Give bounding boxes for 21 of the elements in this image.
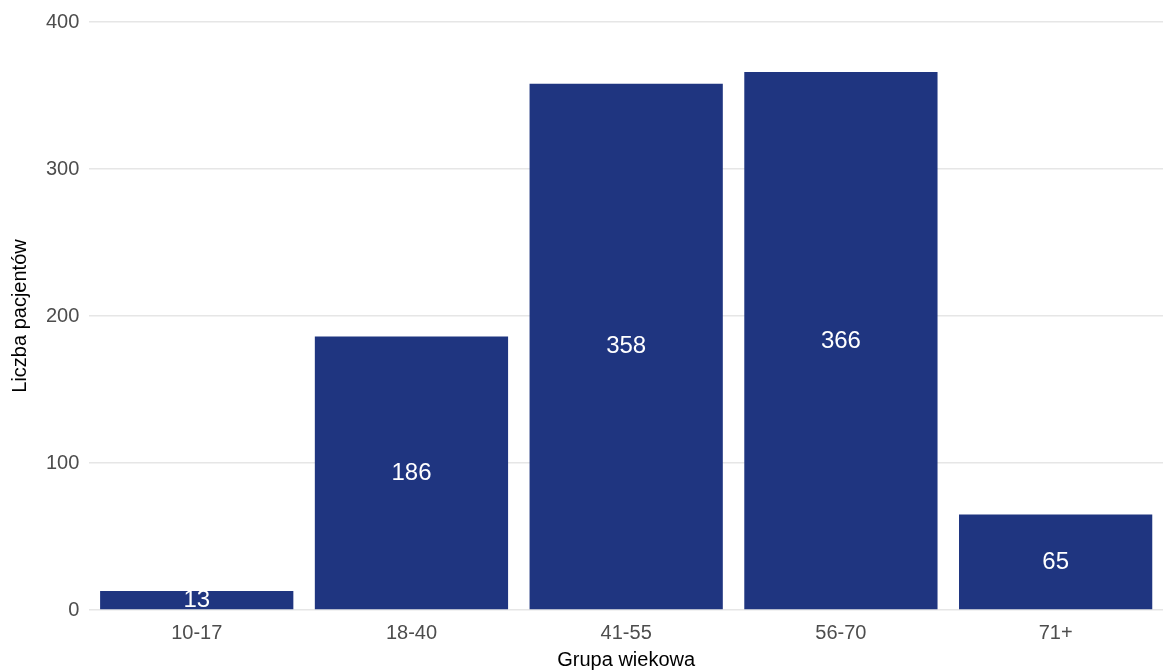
x-tick-label: 71+ [1038,620,1073,643]
y-tick-label: 100 [45,450,80,473]
x-tick-label: 18-40 [385,620,438,643]
bar [744,71,938,610]
data-label: 186 [391,457,432,485]
data-label: 366 [820,325,861,353]
data-label: 65 [1042,546,1069,574]
bar [529,83,723,610]
y-tick-label: 0 [68,597,80,620]
y-tick-label: 200 [45,303,80,326]
x-tick-label: 41-55 [600,620,652,643]
x-tick-label: 10-17 [171,620,223,643]
y-axis-title: Liczba pacjentów [7,238,30,393]
data-label: 358 [606,331,647,359]
y-tick-label: 300 [45,156,80,179]
bar [314,336,509,610]
bar [959,514,1153,610]
x-axis-title: Grupa wiekowa [557,647,696,670]
bar [100,590,294,610]
x-tick-label: 56-70 [815,620,867,643]
y-tick-label: 400 [45,9,80,32]
